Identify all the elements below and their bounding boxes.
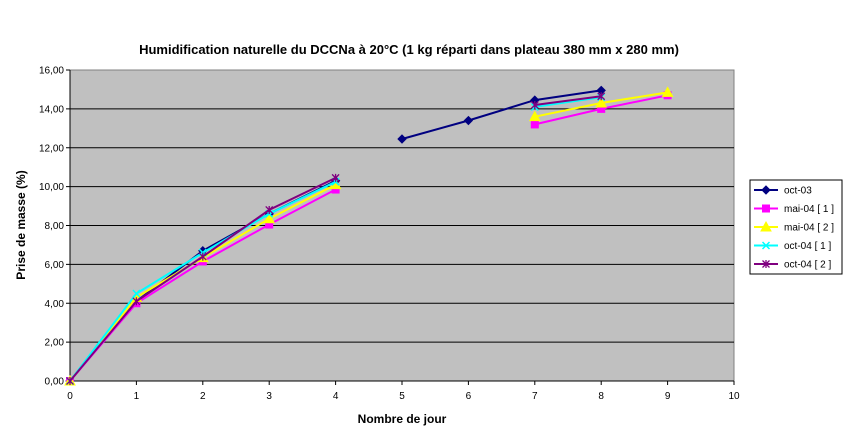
data-point [530,120,539,129]
y-tick-label: 10,00 [39,182,64,193]
data-point [597,92,606,101]
x-tick-label: 1 [134,391,140,402]
data-point [263,212,276,224]
data-point [132,297,141,306]
legend-marker [762,260,770,268]
legend-item-label: mai-04 [ 1 ] [784,204,834,215]
legend-box [749,179,843,275]
y-tick-label: 4,00 [45,299,65,310]
series-layer [64,85,674,386]
series-line [534,96,602,108]
series-line [401,89,602,140]
data-point [331,173,340,182]
y-tick-label: 14,00 [39,104,64,115]
axes: 0,00 2,00 4,00 6,00 8,00 10,00 12,00 14,00 16,00… [39,66,740,403]
y-tick-label: 6,00 [45,260,65,271]
y-tick-label: 0,00 [45,377,65,388]
y-tick-label: 16,00 [39,66,64,77]
x-tick-label: 2 [200,391,206,402]
y-tick-label: 2,00 [45,338,65,349]
data-point [528,110,541,122]
data-point [463,115,474,126]
legend-marker [761,241,771,250]
y-tick-label: 12,00 [39,143,64,154]
legend-marker [762,204,770,213]
y-axis-label: Prise de masse (%) [14,170,28,279]
legend-item-label: mai-04 [ 2 ] [784,223,834,234]
x-tick-label: 5 [399,391,405,402]
series-line [534,95,602,106]
legend-marker [760,220,772,232]
data-point [397,134,407,144]
series-4 [66,92,606,385]
data-point [66,377,74,385]
data-point [132,289,141,298]
x-tick-label: 10 [728,391,740,402]
x-tick-label: 6 [466,391,472,402]
x-tick-label: 8 [598,391,604,402]
data-point [661,86,674,97]
gridlines [70,108,734,343]
x-tick-label: 3 [266,391,272,402]
legend-item-label: oct-04 [ 1 ] [784,241,831,252]
data-point [530,100,539,109]
legend-marker [761,185,771,195]
chart-title: Humidification naturelle du DCCNa à 20°C… [139,42,679,57]
legend: oct-03 mai-04 [ 1 ] mai-04 [ 2 ] oct-04 [ 1… [749,179,843,275]
legend-item-label: oct-04 [ 2 ] [784,260,831,271]
legend-item-label: oct-03 [784,186,812,197]
data-point [595,97,608,108]
x-tick-label: 0 [67,391,73,402]
data-point [265,205,274,214]
x-tick-label: 7 [532,391,538,402]
y-tick-label: 8,00 [45,221,65,232]
x-axis-label: Nombre de jour [358,412,447,426]
data-point [198,252,207,261]
x-tick-label: 9 [665,391,671,402]
x-tick-label: 4 [333,391,339,402]
